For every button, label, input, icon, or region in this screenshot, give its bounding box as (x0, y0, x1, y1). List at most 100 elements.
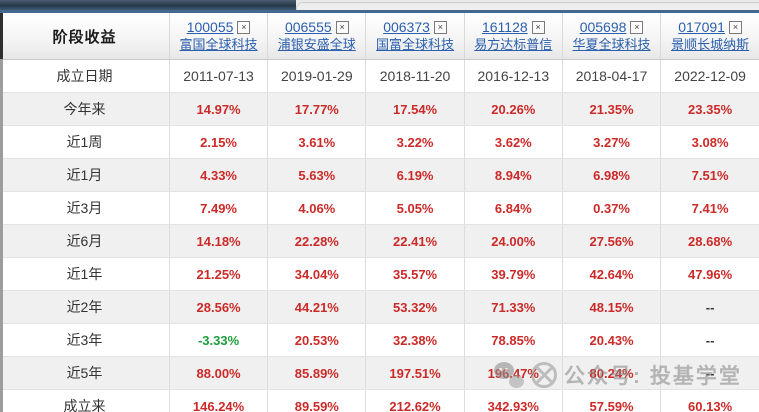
table-row: 近3年 -3.33% 20.53% 32.38% 78.85% 20.43% -- (0, 323, 759, 357)
return-value-cell: 53.32% (365, 290, 465, 324)
window-top-tab (296, 2, 759, 11)
return-value-cell: 3.08% (660, 125, 759, 159)
return-value-cell: 34.04% (267, 257, 367, 291)
return-value-cell: 14.18% (169, 224, 269, 258)
period-returns-header: 阶段收益 (0, 13, 170, 60)
return-value-cell: 4.33% (169, 158, 269, 192)
return-value-cell: 20.53% (267, 323, 367, 357)
return-value-cell: -- (660, 323, 759, 357)
close-icon[interactable]: × (237, 20, 251, 34)
inception-date-cell: 2018-11-20 (365, 59, 465, 93)
return-value-cell: 57.59% (562, 389, 662, 412)
row-label: 近1年 (0, 257, 170, 291)
return-value-cell: 32.38% (365, 323, 465, 357)
fund-name-link[interactable]: 富国全球科技 (179, 37, 258, 52)
fund-column-header: 161128 × 易方达标普信 (464, 13, 563, 60)
return-value-cell: 23.35% (660, 92, 759, 126)
return-value-cell: 39.79% (464, 257, 563, 291)
table-row: 近1年 21.25% 34.04% 35.57% 39.79% 42.64% 47.96% (0, 257, 759, 291)
return-value-cell: 35.57% (365, 257, 465, 291)
close-icon[interactable]: × (531, 20, 545, 34)
fund-name-link[interactable]: 景顺长城纳斯 (671, 37, 750, 52)
return-value-cell: 20.26% (464, 92, 563, 126)
return-value-cell: 27.56% (562, 224, 662, 258)
return-value-cell: -- (660, 290, 759, 324)
return-value-cell: 2.15% (169, 125, 269, 159)
fund-code-link[interactable]: 017091 (678, 19, 725, 35)
fund-code-link[interactable]: 006373 (383, 19, 430, 35)
return-value-cell: 196.47% (464, 356, 563, 390)
fund-name-link[interactable]: 浦银安盛全球 (277, 37, 356, 52)
return-value-cell: 60.13% (660, 389, 759, 412)
return-value-cell: 0.37% (562, 191, 662, 225)
return-value-cell: 21.25% (169, 257, 269, 291)
return-value-cell: 28.68% (660, 224, 759, 258)
table-row: 近6月 14.18% 22.28% 22.41% 24.00% 27.56% 28.68% (0, 224, 759, 258)
return-value-cell: 71.33% (464, 290, 563, 324)
return-value-cell: 3.27% (562, 125, 662, 159)
close-icon[interactable]: × (433, 20, 447, 34)
fund-column-header: 006555 × 浦银安盛全球 (267, 13, 367, 60)
return-value-cell: 146.24% (169, 389, 269, 412)
table-row: 成立来 146.24% 89.59% 212.62% 342.93% 57.59% 60.1… (0, 389, 759, 412)
table-row: 近3月 7.49% 4.06% 5.05% 6.84% 0.37% 7.41% (0, 191, 759, 225)
fund-column-header: 005698 × 华夏全球科技 (562, 13, 662, 60)
return-value-cell: 8.94% (464, 158, 563, 192)
row-label: 近3月 (0, 191, 170, 225)
return-value-cell: 3.62% (464, 125, 563, 159)
return-value-cell: 6.19% (365, 158, 465, 192)
fund-name-link[interactable]: 华夏全球科技 (572, 37, 651, 52)
return-value-cell: 88.00% (169, 356, 269, 390)
return-value-cell: 6.98% (562, 158, 662, 192)
table-row: 近5年 88.00% 85.89% 197.51% 196.47% 80.24% -- (0, 356, 759, 390)
return-value-cell: 7.51% (660, 158, 759, 192)
window-left-edge-top (0, 13, 3, 59)
return-value-cell: 48.15% (562, 290, 662, 324)
inception-date-cell: 2022-12-09 (660, 59, 759, 93)
fund-name-link[interactable]: 国富全球科技 (376, 37, 455, 52)
window-top-strip (0, 0, 759, 11)
fund-name-link[interactable]: 易方达标普信 (474, 37, 553, 52)
return-value-cell: 3.22% (365, 125, 465, 159)
return-value-cell: 47.96% (660, 257, 759, 291)
return-value-cell: 80.24% (562, 356, 662, 390)
close-icon[interactable]: × (728, 20, 742, 34)
table-top-accent-line (0, 10, 759, 13)
close-icon[interactable]: × (335, 20, 349, 34)
fund-column-header: 006373 × 国富全球科技 (365, 13, 465, 60)
fund-code-link[interactable]: 006555 (284, 19, 332, 35)
inception-date-cell: 2019-01-29 (267, 59, 367, 93)
close-icon[interactable]: × (630, 20, 644, 34)
return-value-cell: 89.59% (267, 389, 367, 412)
inception-date-cell: 2011-07-13 (169, 59, 269, 93)
table-row: 近2年 28.56% 44.21% 53.32% 71.33% 48.15% -- (0, 290, 759, 324)
row-label: 近5年 (0, 356, 170, 390)
row-label: 近3年 (0, 323, 170, 357)
window-left-edge (0, 59, 3, 412)
return-value-cell: 85.89% (267, 356, 367, 390)
table-row: 成立日期 2011-07-13 2019-01-29 2018-11-20 2016-1… (0, 59, 759, 93)
table-row: 近1周 2.15% 3.61% 3.22% 3.62% 3.27% 3.08% (0, 125, 759, 159)
row-label: 近1周 (0, 125, 170, 159)
fund-code-link[interactable]: 100055 (186, 19, 234, 35)
return-value-cell: 22.28% (267, 224, 367, 258)
return-value-cell: 197.51% (365, 356, 465, 390)
fund-code-link[interactable]: 161128 (481, 19, 528, 35)
inception-date-cell: 2018-04-17 (562, 59, 662, 93)
return-value-cell: 44.21% (267, 290, 367, 324)
row-label: 近1月 (0, 158, 170, 192)
fund-code-link[interactable]: 005698 (579, 19, 627, 35)
row-label: 成立日期 (0, 59, 170, 93)
table-header: 阶段收益 100055 × 富国全球科技 006555 × 浦银安盛全球 006373 × 国富全… (0, 13, 759, 60)
return-value-cell: 20.43% (562, 323, 662, 357)
return-value-cell: 17.77% (267, 92, 367, 126)
return-value-cell: 22.41% (365, 224, 465, 258)
fund-column-header: 100055 × 富国全球科技 (169, 13, 269, 60)
row-label: 成立来 (0, 389, 170, 412)
return-value-cell: -- (660, 356, 759, 390)
row-label: 今年来 (0, 92, 170, 126)
return-value-cell: 4.06% (267, 191, 367, 225)
return-value-cell: 17.54% (365, 92, 465, 126)
return-value-cell: 28.56% (169, 290, 269, 324)
table-row: 近1月 4.33% 5.63% 6.19% 8.94% 6.98% 7.51% (0, 158, 759, 192)
